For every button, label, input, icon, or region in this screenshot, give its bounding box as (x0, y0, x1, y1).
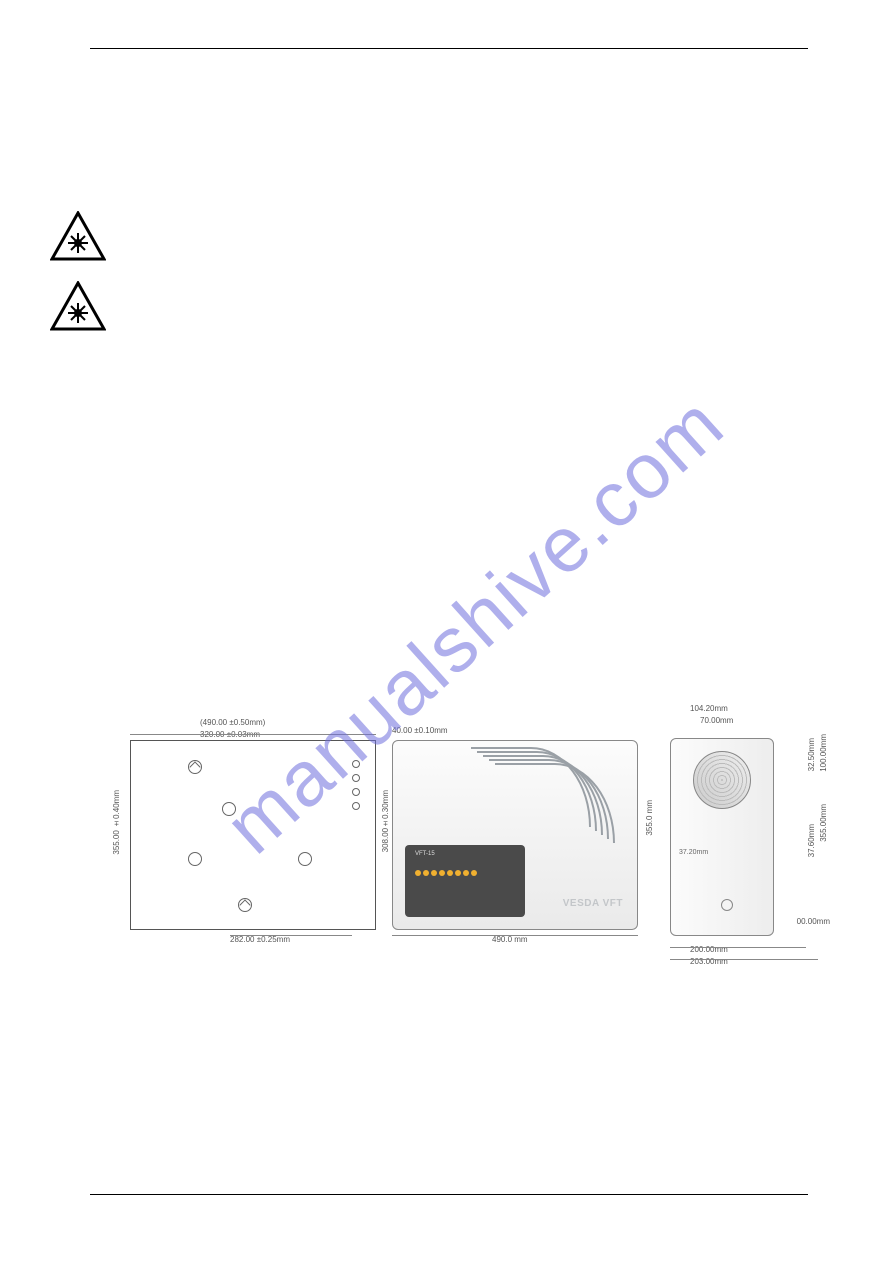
dim-label: 100.00mm (819, 734, 828, 772)
back-view: (490.00 ±0.50mm) 320.00 ±0.03mm 355.00 ±… (130, 740, 376, 930)
dim-label: 308.00±0.30mm (381, 790, 390, 852)
top-rule (90, 48, 808, 49)
led-row (415, 863, 515, 871)
dim-label: 490.0 mm (492, 935, 528, 944)
device-model-label: VFT-15 (415, 851, 435, 857)
side-view: 37.20mm 104.20mm 70.00mm 100.00mm 32.50m… (670, 724, 800, 944)
dim-label: 40.00 ±0.10mm (392, 726, 448, 735)
dim-label: 37.20mm (679, 849, 708, 856)
side-port (721, 899, 733, 911)
dim-label: 355.00 ±0.40mm (112, 790, 121, 855)
device-front-panel: VFT-15 (405, 845, 525, 917)
dim-label: 32.50mm (807, 738, 816, 771)
dim-label: 00.00mm (797, 917, 830, 926)
warning-icons (50, 208, 106, 348)
bottom-rule (90, 1194, 808, 1195)
dimension-figure: (490.00 ±0.50mm) 320.00 ±0.03mm 355.00 ±… (130, 716, 810, 986)
dim-label: 355.00mm (819, 804, 828, 842)
dim-label: 282.00 ±0.25mm (230, 935, 290, 944)
laser-warning-icon (50, 208, 106, 264)
dim-label: 70.00mm (700, 716, 733, 725)
device-brand: VESDA VFT (563, 898, 623, 909)
fan-grille-icon (693, 751, 751, 809)
laser-warning-icon-2 (50, 278, 106, 334)
front-view: VFT-15 VESDA VFT 40.00 ±0.10mm 355.0 mm … (392, 740, 638, 930)
dim-label: 37.60mm (807, 824, 816, 857)
dim-label: 104.20mm (690, 704, 728, 713)
dim-label: (490.00 ±0.50mm) (200, 718, 265, 727)
dim-label: 355.0 mm (645, 800, 654, 836)
